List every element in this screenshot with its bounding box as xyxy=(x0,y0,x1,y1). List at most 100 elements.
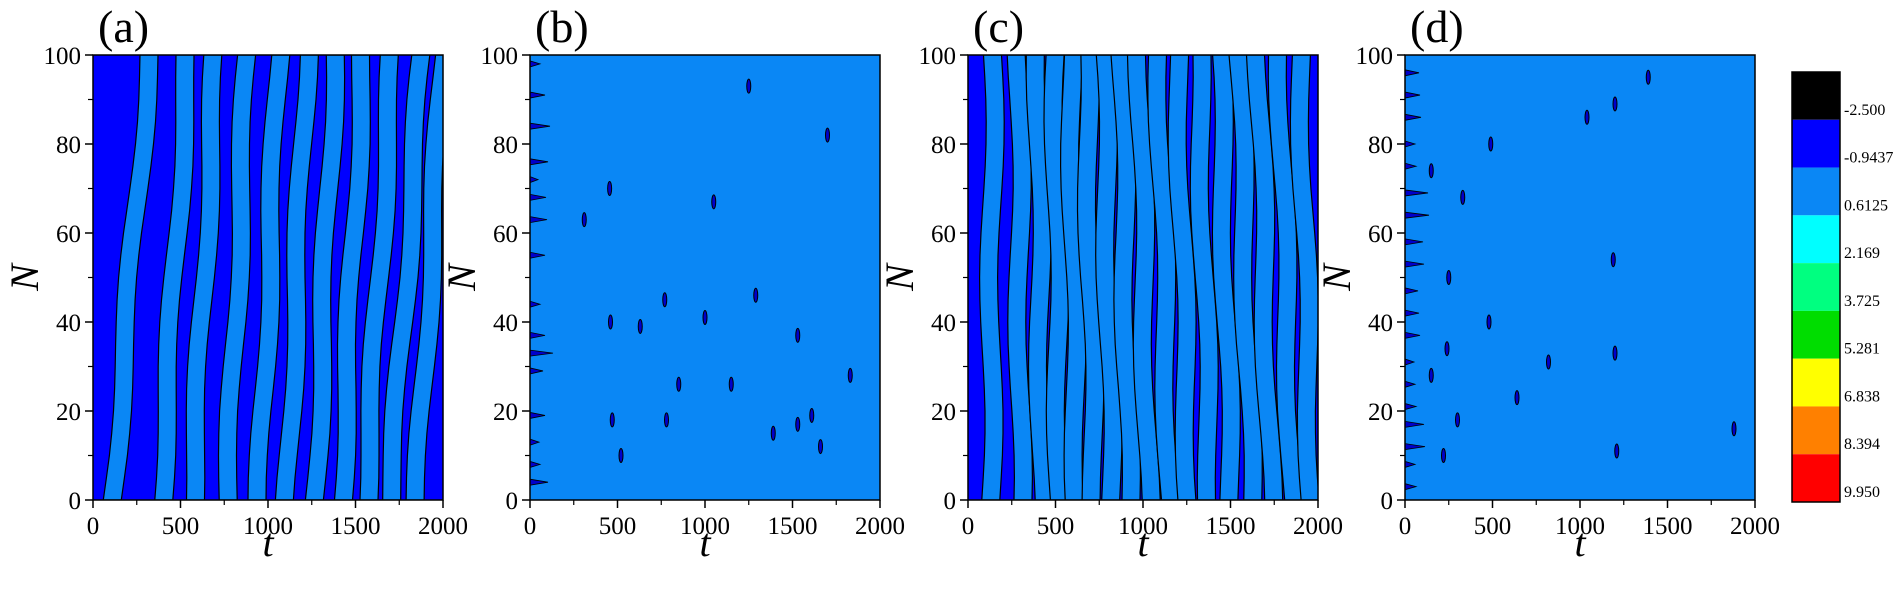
colorbar-swatch xyxy=(1792,119,1840,168)
edge-spike xyxy=(1405,380,1417,388)
stripe xyxy=(1289,55,1318,500)
stripe xyxy=(382,55,431,500)
x-tick-label: 2000 xyxy=(1730,513,1780,540)
edge-spike xyxy=(1405,69,1420,77)
stripe xyxy=(1167,55,1197,500)
edge-spike xyxy=(530,349,554,357)
contour-spot xyxy=(1612,96,1618,112)
y-tick-label: 100 xyxy=(481,43,519,70)
stripe xyxy=(405,55,443,500)
edge-spike xyxy=(530,331,546,339)
x-axis-label: t xyxy=(1574,520,1586,565)
edge-spike xyxy=(1405,483,1418,491)
plot-area xyxy=(968,55,1318,500)
contour-spot xyxy=(1428,367,1434,383)
edge-spike xyxy=(530,193,547,201)
edge-spike xyxy=(530,216,548,224)
panel-0: 0 500 1000 1500 2000 0 20 40 60 80 100 t N (a) xyxy=(2,1,468,565)
edge-spike xyxy=(1405,162,1418,170)
colorbar-swatch xyxy=(1792,454,1840,502)
contour-spot xyxy=(662,292,668,308)
contour-spot xyxy=(618,448,624,463)
contour-spot xyxy=(1614,443,1620,459)
x-tick-label: 500 xyxy=(162,513,200,540)
colorbar-swatch xyxy=(1792,263,1840,311)
contour-spot xyxy=(1645,69,1651,85)
panel-3: 0 500 1000 1500 2000 0 20 40 60 80 100 t N (d) xyxy=(1314,1,1780,565)
contour-spot xyxy=(1460,189,1466,205)
colorbar-swatch xyxy=(1792,406,1840,455)
contour-spot xyxy=(1428,163,1434,179)
colorbar-swatch xyxy=(1792,167,1840,216)
panel-1: 0 500 1000 1500 2000 0 20 40 60 80 100 t N (b) xyxy=(439,1,905,565)
x-axis-label: t xyxy=(1137,520,1149,565)
x-tick-label: 1000 xyxy=(243,513,293,540)
y-tick-label: 60 xyxy=(493,221,518,248)
x-tick-label: 500 xyxy=(1474,513,1512,540)
colorbar-swatch xyxy=(1792,72,1840,120)
y-tick-label: 0 xyxy=(1381,488,1394,515)
edge-spike xyxy=(1405,189,1429,197)
stripe xyxy=(185,55,223,500)
stripe xyxy=(217,55,257,500)
x-tick-label: 2000 xyxy=(418,513,468,540)
edge-spike xyxy=(1405,238,1424,246)
colorbar-swatch xyxy=(1792,358,1840,407)
colorbar-swatch xyxy=(1792,215,1840,264)
edge-spike xyxy=(1405,309,1420,317)
contour-spot xyxy=(795,327,801,343)
contour-spot xyxy=(1486,314,1492,330)
x-tick-label: 500 xyxy=(1037,513,1075,540)
edge-spike xyxy=(1405,460,1417,468)
colorbar-label: 3.725 xyxy=(1844,293,1880,310)
y-tick-label: 40 xyxy=(931,310,956,337)
contour-spot xyxy=(1610,252,1616,268)
contour-spot xyxy=(818,439,823,455)
edge-spike xyxy=(1405,420,1425,428)
colorbar-label: -0.9437 xyxy=(1844,150,1893,167)
colorbar-label: 2.169 xyxy=(1844,245,1880,262)
x-tick-label: 1000 xyxy=(1555,513,1605,540)
x-tick-label: 1500 xyxy=(1206,513,1256,540)
stripe xyxy=(304,55,346,500)
panel-label: (a) xyxy=(98,1,149,52)
stripe xyxy=(333,55,371,500)
plot-area xyxy=(530,55,880,500)
y-tick-label: 20 xyxy=(1368,399,1393,426)
panel-label: (c) xyxy=(973,1,1024,52)
panel-label: (b) xyxy=(535,1,589,52)
heatmap-background xyxy=(530,55,880,500)
colorbar-swatch xyxy=(1792,310,1840,359)
contour-spot xyxy=(795,416,801,432)
edge-spike xyxy=(1405,403,1418,410)
x-tick-label: 500 xyxy=(599,513,637,540)
colorbar-label: 0.6125 xyxy=(1844,197,1888,214)
edge-spike xyxy=(530,158,549,166)
contour-spot xyxy=(1488,136,1494,152)
colorbar-label: -2.500 xyxy=(1844,102,1885,119)
stripe xyxy=(274,55,320,500)
y-tick-label: 80 xyxy=(493,132,518,159)
y-tick-label: 0 xyxy=(69,488,82,515)
colorbar: -2.500 -0.9437 0.6125 2.169 3.725 5.281 6.838 8… xyxy=(1791,71,1893,503)
contour-spot xyxy=(608,314,613,330)
x-tick-label: 1500 xyxy=(768,513,818,540)
edge-spike xyxy=(530,122,551,130)
y-tick-label: 20 xyxy=(931,399,956,426)
edge-spike xyxy=(530,251,546,259)
y-axis-label: N xyxy=(1314,262,1359,292)
y-tick-label: 60 xyxy=(931,221,956,248)
contour-spot xyxy=(711,194,717,210)
x-tick-label: 0 xyxy=(962,513,975,540)
x-tick-label: 0 xyxy=(524,513,537,540)
contour-spot xyxy=(676,376,682,392)
y-tick-label: 40 xyxy=(493,310,518,337)
stripe xyxy=(978,55,1005,500)
y-tick-label: 20 xyxy=(56,399,81,426)
y-tick-label: 20 xyxy=(493,399,518,426)
x-tick-label: 1500 xyxy=(1643,513,1693,540)
contour-spot xyxy=(825,127,830,143)
contour-spot xyxy=(847,367,853,383)
y-tick-label: 80 xyxy=(56,132,81,159)
